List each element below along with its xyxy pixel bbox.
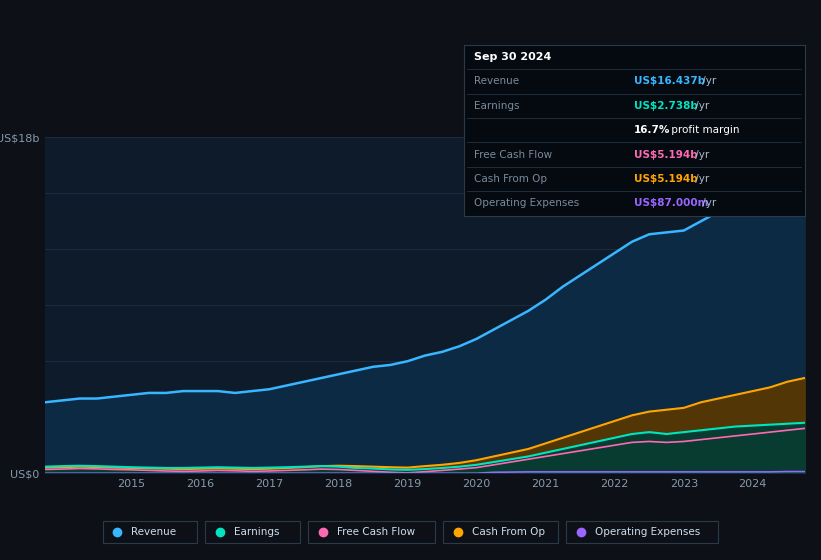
Text: Earnings: Earnings	[234, 527, 279, 537]
Text: US$87.000m: US$87.000m	[635, 198, 709, 208]
FancyBboxPatch shape	[566, 521, 718, 543]
Text: Earnings: Earnings	[474, 101, 520, 111]
Text: /yr: /yr	[692, 174, 709, 184]
Text: US$2.738b: US$2.738b	[635, 101, 698, 111]
Text: Cash From Op: Cash From Op	[472, 527, 545, 537]
Text: Free Cash Flow: Free Cash Flow	[337, 527, 415, 537]
Text: US$16.437b: US$16.437b	[635, 76, 705, 86]
Text: US$5.194b: US$5.194b	[635, 174, 698, 184]
Text: Revenue: Revenue	[474, 76, 519, 86]
Text: Free Cash Flow: Free Cash Flow	[474, 150, 553, 160]
Text: Operating Expenses: Operating Expenses	[474, 198, 580, 208]
FancyBboxPatch shape	[308, 521, 435, 543]
Text: Sep 30 2024: Sep 30 2024	[474, 52, 552, 62]
Text: /yr: /yr	[692, 101, 709, 111]
Text: Operating Expenses: Operating Expenses	[595, 527, 700, 537]
FancyBboxPatch shape	[205, 521, 300, 543]
Text: US$5.194b: US$5.194b	[635, 150, 698, 160]
Text: 16.7%: 16.7%	[635, 125, 671, 135]
FancyBboxPatch shape	[443, 521, 558, 543]
Text: Cash From Op: Cash From Op	[474, 174, 547, 184]
Text: /yr: /yr	[692, 150, 709, 160]
Text: profit margin: profit margin	[668, 125, 740, 135]
Text: Revenue: Revenue	[131, 527, 177, 537]
FancyBboxPatch shape	[103, 521, 197, 543]
Text: /yr: /yr	[699, 76, 716, 86]
Text: /yr: /yr	[699, 198, 716, 208]
